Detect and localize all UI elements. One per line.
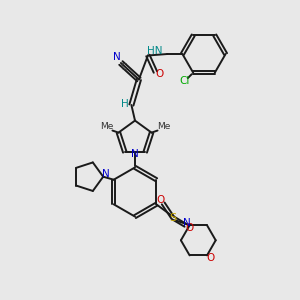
Text: Me: Me xyxy=(157,122,170,130)
Text: HN: HN xyxy=(146,46,162,56)
Text: O: O xyxy=(206,253,215,263)
Text: H: H xyxy=(121,98,129,109)
Text: N: N xyxy=(183,218,190,228)
Text: O: O xyxy=(185,223,193,233)
Text: N: N xyxy=(112,52,120,62)
Text: N: N xyxy=(102,169,110,179)
Text: Cl: Cl xyxy=(180,76,190,86)
Text: Me: Me xyxy=(100,122,113,130)
Text: S: S xyxy=(169,213,176,223)
Text: C: C xyxy=(121,63,127,72)
Text: N: N xyxy=(131,149,139,160)
Text: O: O xyxy=(156,195,164,205)
Text: O: O xyxy=(155,69,163,80)
